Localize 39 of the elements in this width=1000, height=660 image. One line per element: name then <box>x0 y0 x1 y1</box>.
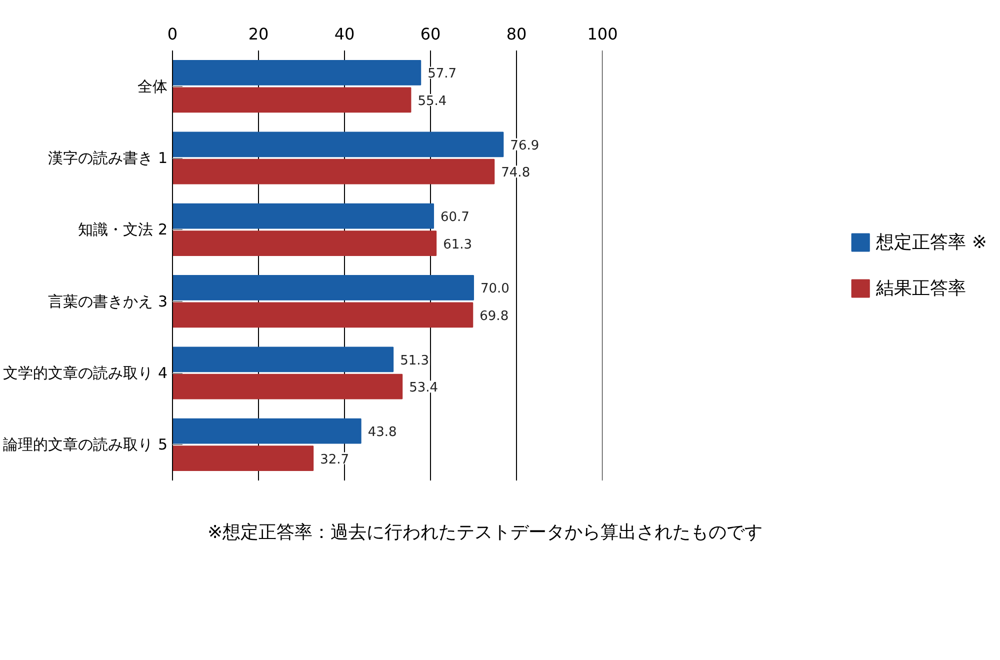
bar <box>172 203 434 229</box>
text: 76.9 <box>510 138 540 154</box>
x-tick-label: 40 <box>334 24 355 44</box>
bar <box>172 158 495 184</box>
y-tick-label: 言葉の書きかえ 3 <box>48 292 168 310</box>
bar <box>172 87 412 113</box>
text: 60.7 <box>440 210 470 226</box>
x-tick-label: 0 <box>167 24 178 44</box>
bar <box>172 132 504 158</box>
text: 69.8 <box>480 308 509 324</box>
x-tick-label: 80 <box>506 24 527 44</box>
bar <box>172 275 474 300</box>
bar <box>172 418 362 444</box>
bar <box>172 346 394 372</box>
x-tick-label: 60 <box>420 24 441 44</box>
text: 53.4 <box>409 380 438 396</box>
text: 74.8 <box>501 166 530 181</box>
x-tick-label: 100 <box>587 24 618 44</box>
y-tick-label: 文学的文章の読み取り 4 <box>3 364 168 382</box>
y-tick-label: 知識・文法 2 <box>78 220 168 239</box>
bar <box>172 446 314 471</box>
text: ※想定正答率：過去に行われたテストデータから算出されたものです <box>207 521 763 545</box>
y-tick-label: 論理的文章の読み取り 5 <box>3 436 168 454</box>
text: 61.3 <box>443 237 472 252</box>
y-tick-label: 漢字の読み書き 1 <box>48 149 168 167</box>
text: 51.3 <box>400 353 430 368</box>
bar <box>172 374 403 400</box>
text: 32.7 <box>320 452 350 468</box>
legend-label: 結果正答率 <box>876 277 966 300</box>
text: 57.7 <box>428 66 457 82</box>
bar <box>172 60 422 86</box>
text: 55.4 <box>418 94 447 109</box>
x-tick-label: 20 <box>248 24 269 44</box>
y-tick-label: 全体 <box>138 77 168 96</box>
text: 43.8 <box>368 425 397 440</box>
bar <box>172 230 437 256</box>
bar <box>172 302 474 328</box>
legend-label: 想定正答率 ※ <box>876 231 987 254</box>
text: 70.0 <box>480 282 510 297</box>
